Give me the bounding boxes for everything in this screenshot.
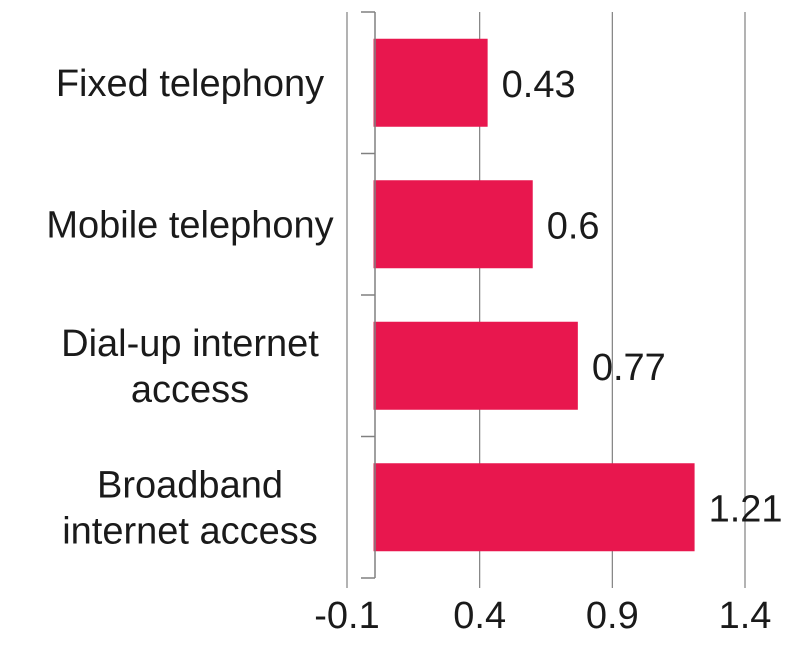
bar <box>373 180 533 269</box>
x-tick-label: 0.9 <box>586 595 639 637</box>
data-label: 0.77 <box>592 347 666 389</box>
category-label: Dial-up internet access <box>61 323 319 411</box>
category-label-line: Mobile telephony <box>46 204 333 246</box>
bar <box>373 463 695 552</box>
x-tick-label: 1.4 <box>719 595 772 637</box>
labels: -0.1 0.4 0.9 1.4 0.43 Fixed telephony 0.6 Mobil… <box>46 63 782 637</box>
category-label-line: Dial-up internet <box>61 323 319 365</box>
bar <box>373 321 578 410</box>
bar <box>373 38 488 127</box>
bars <box>373 38 695 552</box>
category-label: Mobile telephony <box>46 204 333 246</box>
category-label-line: internet access <box>62 510 318 552</box>
axes <box>346 11 746 588</box>
x-tick-label: -0.1 <box>314 595 379 637</box>
category-label: Fixed telephony <box>56 63 324 105</box>
data-label: 1.21 <box>709 488 783 530</box>
category-label-line: Broadband <box>97 464 283 506</box>
x-tick-label: 0.4 <box>453 595 506 637</box>
category-label-line: Fixed telephony <box>56 63 324 105</box>
data-label: 0.6 <box>547 205 600 247</box>
data-label: 0.43 <box>502 64 576 106</box>
category-label: Broadband internet access <box>62 464 318 552</box>
category-label-line: access <box>131 369 249 411</box>
